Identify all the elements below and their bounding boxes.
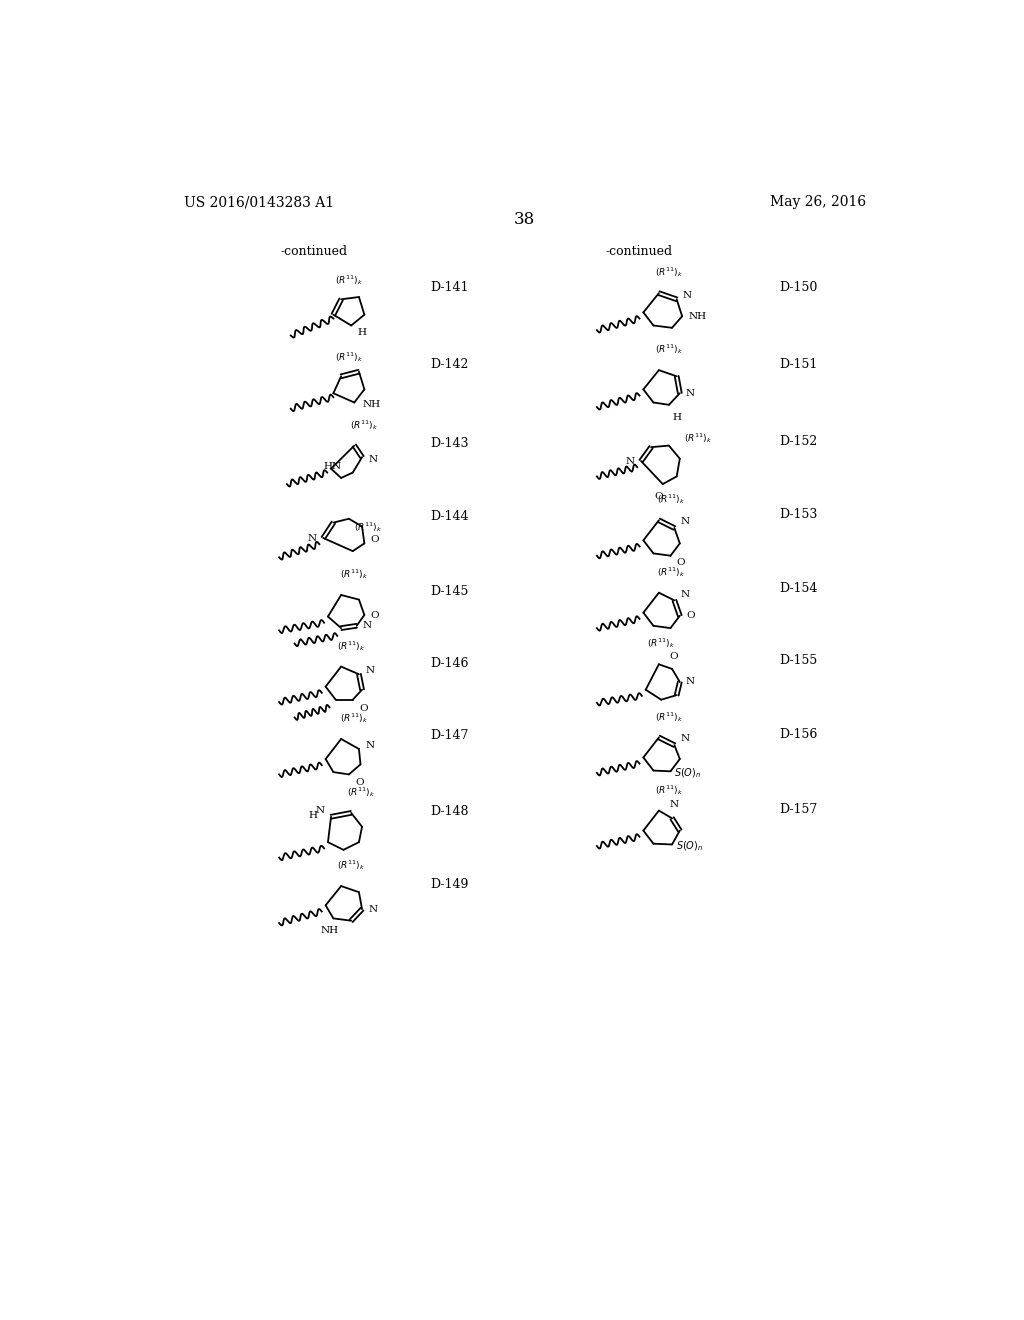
- Text: O: O: [670, 652, 678, 661]
- Text: $(R^{11})_k$: $(R^{11})_k$: [657, 565, 685, 578]
- Text: N: N: [626, 457, 635, 466]
- Text: O: O: [654, 492, 664, 500]
- Text: $S(O)_n$: $S(O)_n$: [675, 766, 701, 780]
- Text: N: N: [369, 904, 378, 913]
- Text: N: N: [681, 517, 690, 527]
- Text: D-154: D-154: [779, 582, 817, 594]
- Text: N: N: [308, 533, 317, 543]
- Text: N: N: [686, 677, 695, 686]
- Text: H: H: [357, 327, 367, 337]
- Text: 38: 38: [514, 211, 536, 228]
- Text: NH: NH: [362, 400, 380, 408]
- Text: N: N: [669, 800, 678, 809]
- Text: D-152: D-152: [779, 436, 817, 449]
- Text: D-145: D-145: [430, 585, 469, 598]
- Text: O: O: [686, 611, 694, 620]
- Text: HN: HN: [323, 462, 341, 471]
- Text: D-143: D-143: [430, 437, 469, 450]
- Text: D-153: D-153: [779, 508, 817, 520]
- Text: D-150: D-150: [779, 281, 817, 294]
- Text: D-146: D-146: [430, 657, 469, 671]
- Text: N: N: [681, 734, 690, 743]
- Text: $(R^{11})_k$: $(R^{11})_k$: [354, 520, 383, 535]
- Text: O: O: [371, 535, 379, 544]
- Text: $(R^{11})_k$: $(R^{11})_k$: [657, 492, 685, 507]
- Text: $(R^{11})_k$: $(R^{11})_k$: [350, 418, 379, 432]
- Text: $(R^{11})_k$: $(R^{11})_k$: [655, 783, 683, 797]
- Text: D-151: D-151: [779, 358, 817, 371]
- Text: D-141: D-141: [430, 281, 469, 294]
- Text: N: N: [366, 741, 375, 750]
- Text: NH: NH: [688, 312, 707, 321]
- Text: N: N: [683, 290, 692, 300]
- Text: $(R^{11})_k$: $(R^{11})_k$: [655, 265, 683, 280]
- Text: May 26, 2016: May 26, 2016: [770, 195, 866, 210]
- Text: -continued: -continued: [281, 244, 347, 257]
- Text: $(R^{11})_k$: $(R^{11})_k$: [647, 636, 676, 651]
- Text: O: O: [371, 611, 379, 619]
- Text: N: N: [686, 389, 695, 397]
- Text: $(R^{11})_k$: $(R^{11})_k$: [335, 273, 364, 286]
- Text: N: N: [369, 455, 378, 463]
- Text: D-147: D-147: [430, 730, 469, 742]
- Text: $(R^{11})_k$: $(R^{11})_k$: [337, 639, 366, 653]
- Text: D-149: D-149: [430, 878, 469, 891]
- Text: $(R^{11})_k$: $(R^{11})_k$: [337, 858, 366, 873]
- Text: N: N: [366, 667, 375, 675]
- Text: O: O: [677, 558, 685, 568]
- Text: $(R^{11})_k$: $(R^{11})_k$: [340, 711, 368, 725]
- Text: D-156: D-156: [779, 727, 817, 741]
- Text: N: N: [362, 620, 372, 630]
- Text: $(R^{11})_k$: $(R^{11})_k$: [335, 350, 364, 364]
- Text: D-148: D-148: [430, 805, 469, 818]
- Text: $(R^{11})_k$: $(R^{11})_k$: [347, 785, 376, 799]
- Text: $(R^{11})_k$: $(R^{11})_k$: [340, 568, 368, 581]
- Text: N: N: [681, 590, 690, 599]
- Text: $(R^{11})_k$: $(R^{11})_k$: [655, 342, 683, 356]
- Text: O: O: [355, 779, 364, 787]
- Text: H: H: [673, 412, 682, 421]
- Text: $(R^{11})_k$: $(R^{11})_k$: [655, 710, 683, 723]
- Text: H: H: [308, 810, 317, 820]
- Text: D-155: D-155: [779, 653, 817, 667]
- Text: D-157: D-157: [779, 803, 817, 816]
- Text: $(R^{11})_k$: $(R^{11})_k$: [684, 430, 712, 445]
- Text: $S(O)_n$: $S(O)_n$: [676, 840, 703, 853]
- Text: -continued: -continued: [606, 244, 673, 257]
- Text: D-142: D-142: [430, 358, 469, 371]
- Text: D-144: D-144: [430, 510, 469, 523]
- Text: NH: NH: [321, 927, 339, 935]
- Text: N: N: [315, 807, 325, 814]
- Text: O: O: [359, 704, 368, 713]
- Text: US 2016/0143283 A1: US 2016/0143283 A1: [183, 195, 334, 210]
